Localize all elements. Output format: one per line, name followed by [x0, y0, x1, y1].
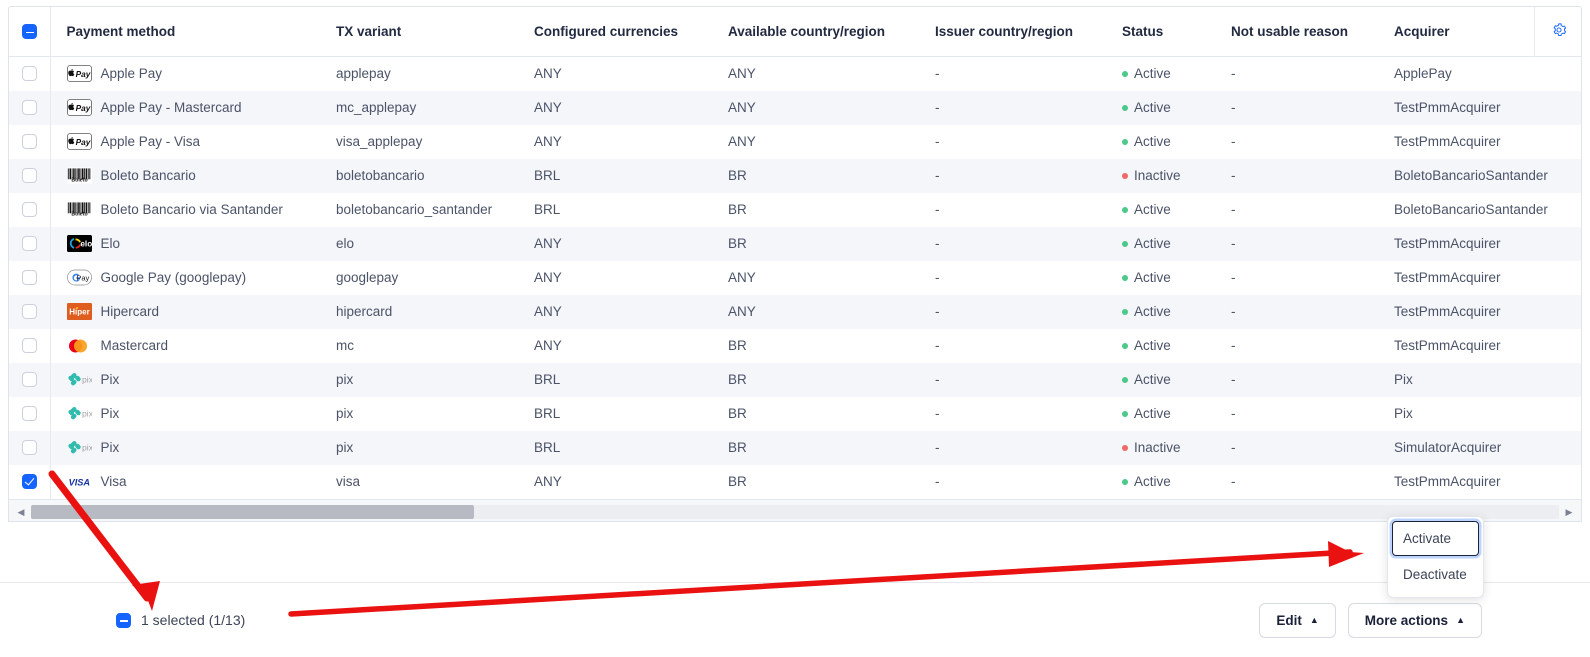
svg-text:Pay: Pay — [75, 103, 90, 113]
svg-text:pix: pix — [82, 408, 92, 418]
svg-text:Hiper: Hiper — [69, 308, 89, 317]
svg-text:elo: elo — [80, 240, 92, 249]
svg-text:Pay: Pay — [75, 137, 90, 147]
svg-text:Pay: Pay — [75, 69, 90, 79]
svg-text:Boleto: Boleto — [71, 212, 87, 218]
svg-text:Pay: Pay — [76, 274, 89, 283]
svg-text:VISA: VISA — [68, 477, 89, 487]
svg-text:pix: pix — [82, 442, 92, 452]
svg-text:Boleto: Boleto — [71, 178, 87, 184]
svg-text:pix: pix — [82, 374, 92, 384]
